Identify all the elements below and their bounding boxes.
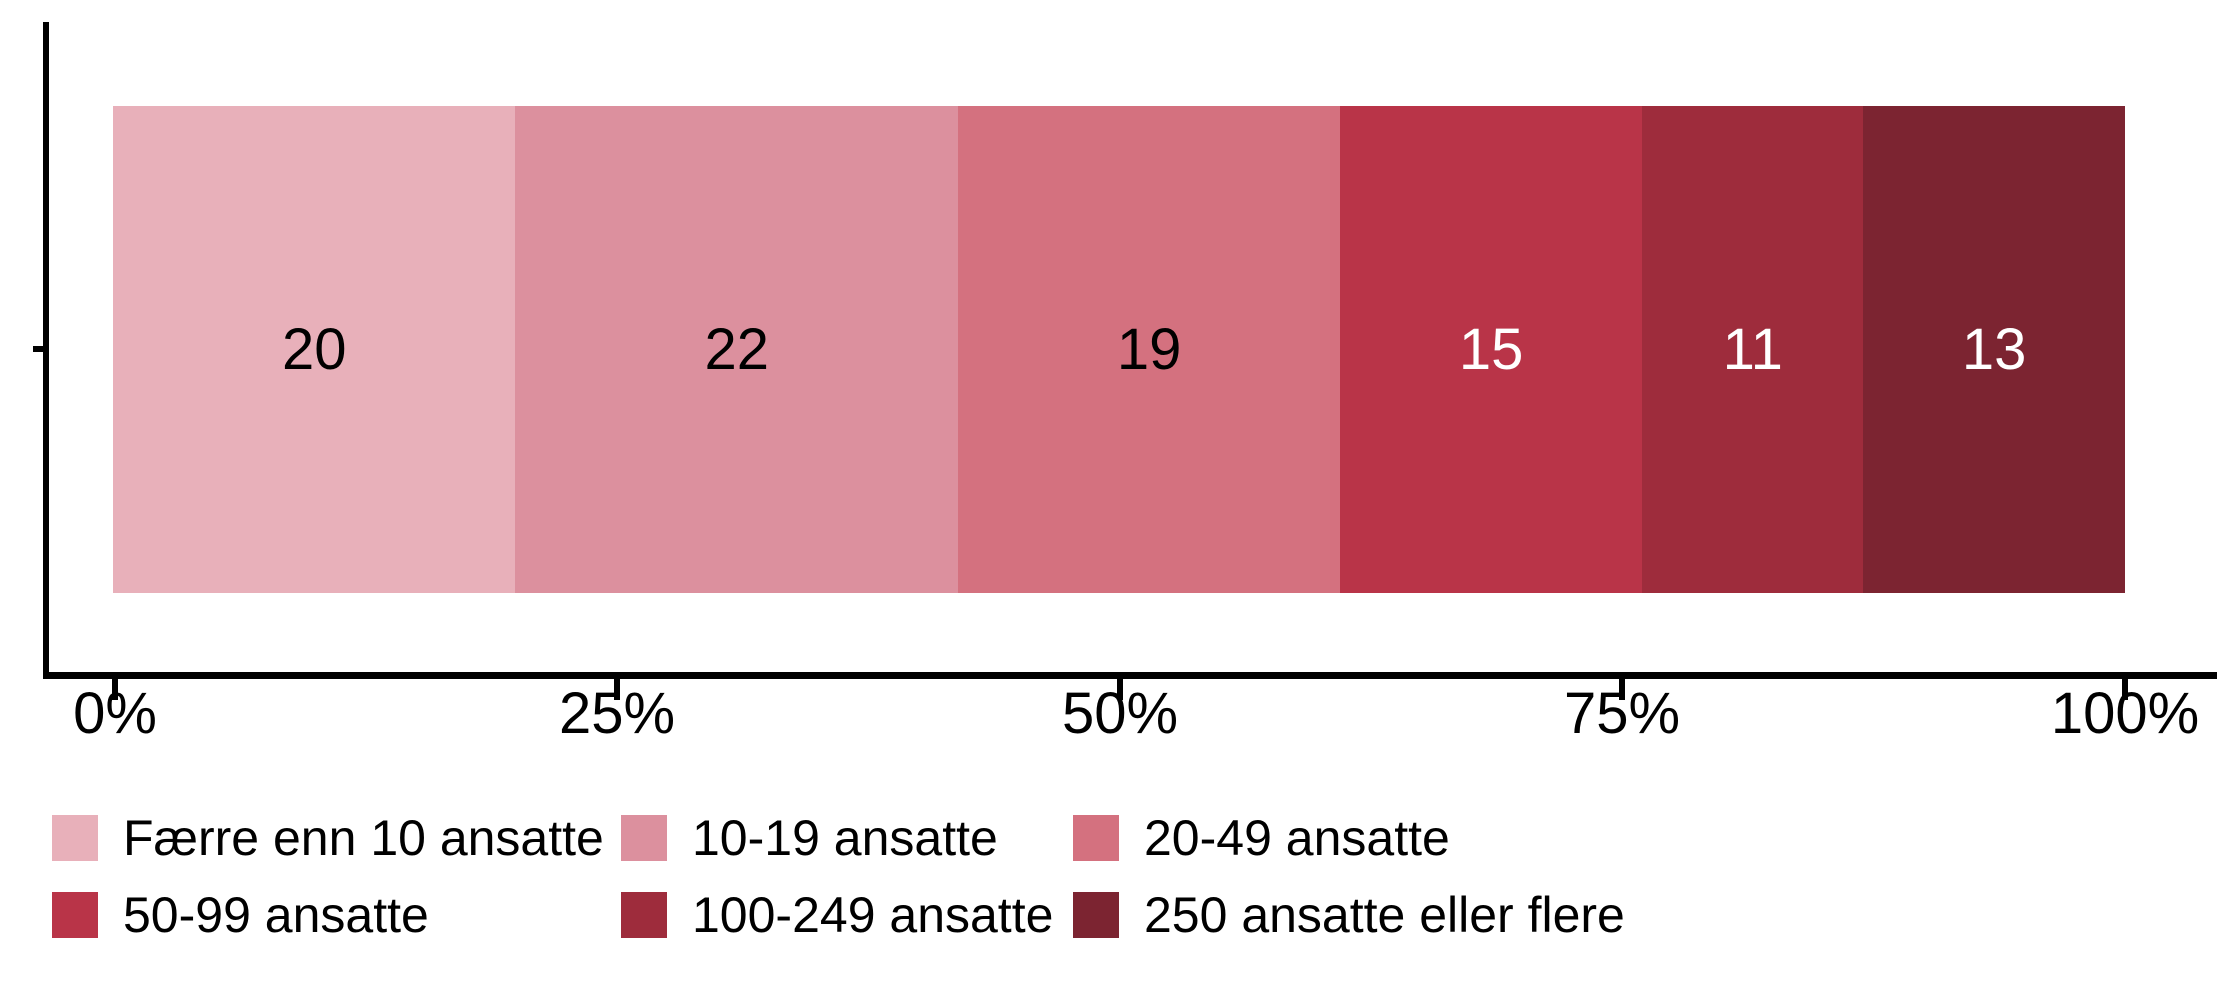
segment-value-label: 20 — [281, 316, 347, 382]
legend-swatch-icon — [52, 815, 98, 861]
legend-item-faerre-enn-10-ansatte: Færre enn 10 ansatte — [52, 810, 604, 866]
x-tick-label-50: 50% — [1061, 681, 1179, 746]
segment-value-label: 15 — [1458, 316, 1524, 382]
legend-label: Færre enn 10 ansatte — [123, 810, 604, 866]
x-axis-tick-50 — [1117, 679, 1123, 700]
bar-segment-100-249-ansatte: 11 — [1642, 106, 1864, 593]
x-tick-label-75: 75% — [1563, 681, 1681, 746]
legend-item-20-49-ansatte: 20-49 ansatte — [1073, 810, 1450, 866]
y-axis-tick — [33, 346, 46, 352]
segment-value-label: 19 — [1116, 316, 1182, 382]
bar-segment-20-49-ansatte: 19 — [958, 106, 1341, 593]
legend-label: 20-49 ansatte — [1144, 810, 1450, 866]
x-axis-tick-0 — [112, 679, 118, 700]
legend-label: 250 ansatte eller flere — [1144, 887, 1625, 943]
y-axis-line — [43, 22, 49, 679]
legend-swatch-icon — [621, 892, 667, 938]
x-tick-label-100: 100% — [2050, 681, 2200, 746]
x-axis-line — [43, 672, 2217, 679]
bar-segment-10-19-ansatte: 22 — [515, 106, 959, 593]
x-tick-label-0: 0% — [73, 681, 157, 746]
legend-item-250-ansatte-eller-flere: 250 ansatte eller flere — [1073, 887, 1625, 943]
segment-value-label: 11 — [1722, 316, 1783, 382]
x-axis-tick-75 — [1619, 679, 1625, 700]
stacked-bar: 20 22 19 15 11 13 — [113, 106, 2125, 593]
legend-label: 10-19 ansatte — [692, 810, 998, 866]
legend-label: 50-99 ansatte — [123, 887, 429, 943]
legend-swatch-icon — [52, 892, 98, 938]
legend-swatch-icon — [1073, 892, 1119, 938]
bar-segment-faerre-enn-10-ansatte: 20 — [113, 106, 516, 593]
x-tick-label-25: 25% — [558, 681, 676, 746]
x-axis-tick-25 — [614, 679, 620, 700]
x-axis-tick-100 — [2122, 679, 2128, 700]
legend-label: 100-249 ansatte — [692, 887, 1054, 943]
legend-item-100-249-ansatte: 100-249 ansatte — [621, 887, 1054, 943]
bar-segment-50-99-ansatte: 15 — [1340, 106, 1643, 593]
legend-item-10-19-ansatte: 10-19 ansatte — [621, 810, 998, 866]
segment-value-label: 22 — [704, 316, 769, 382]
bar-segment-250-ansatte-eller-flere: 13 — [1863, 106, 2125, 593]
legend-swatch-icon — [621, 815, 667, 861]
legend-item-50-99-ansatte: 50-99 ansatte — [52, 887, 429, 943]
legend-swatch-icon — [1073, 815, 1119, 861]
segment-value-label: 13 — [1961, 316, 2027, 382]
